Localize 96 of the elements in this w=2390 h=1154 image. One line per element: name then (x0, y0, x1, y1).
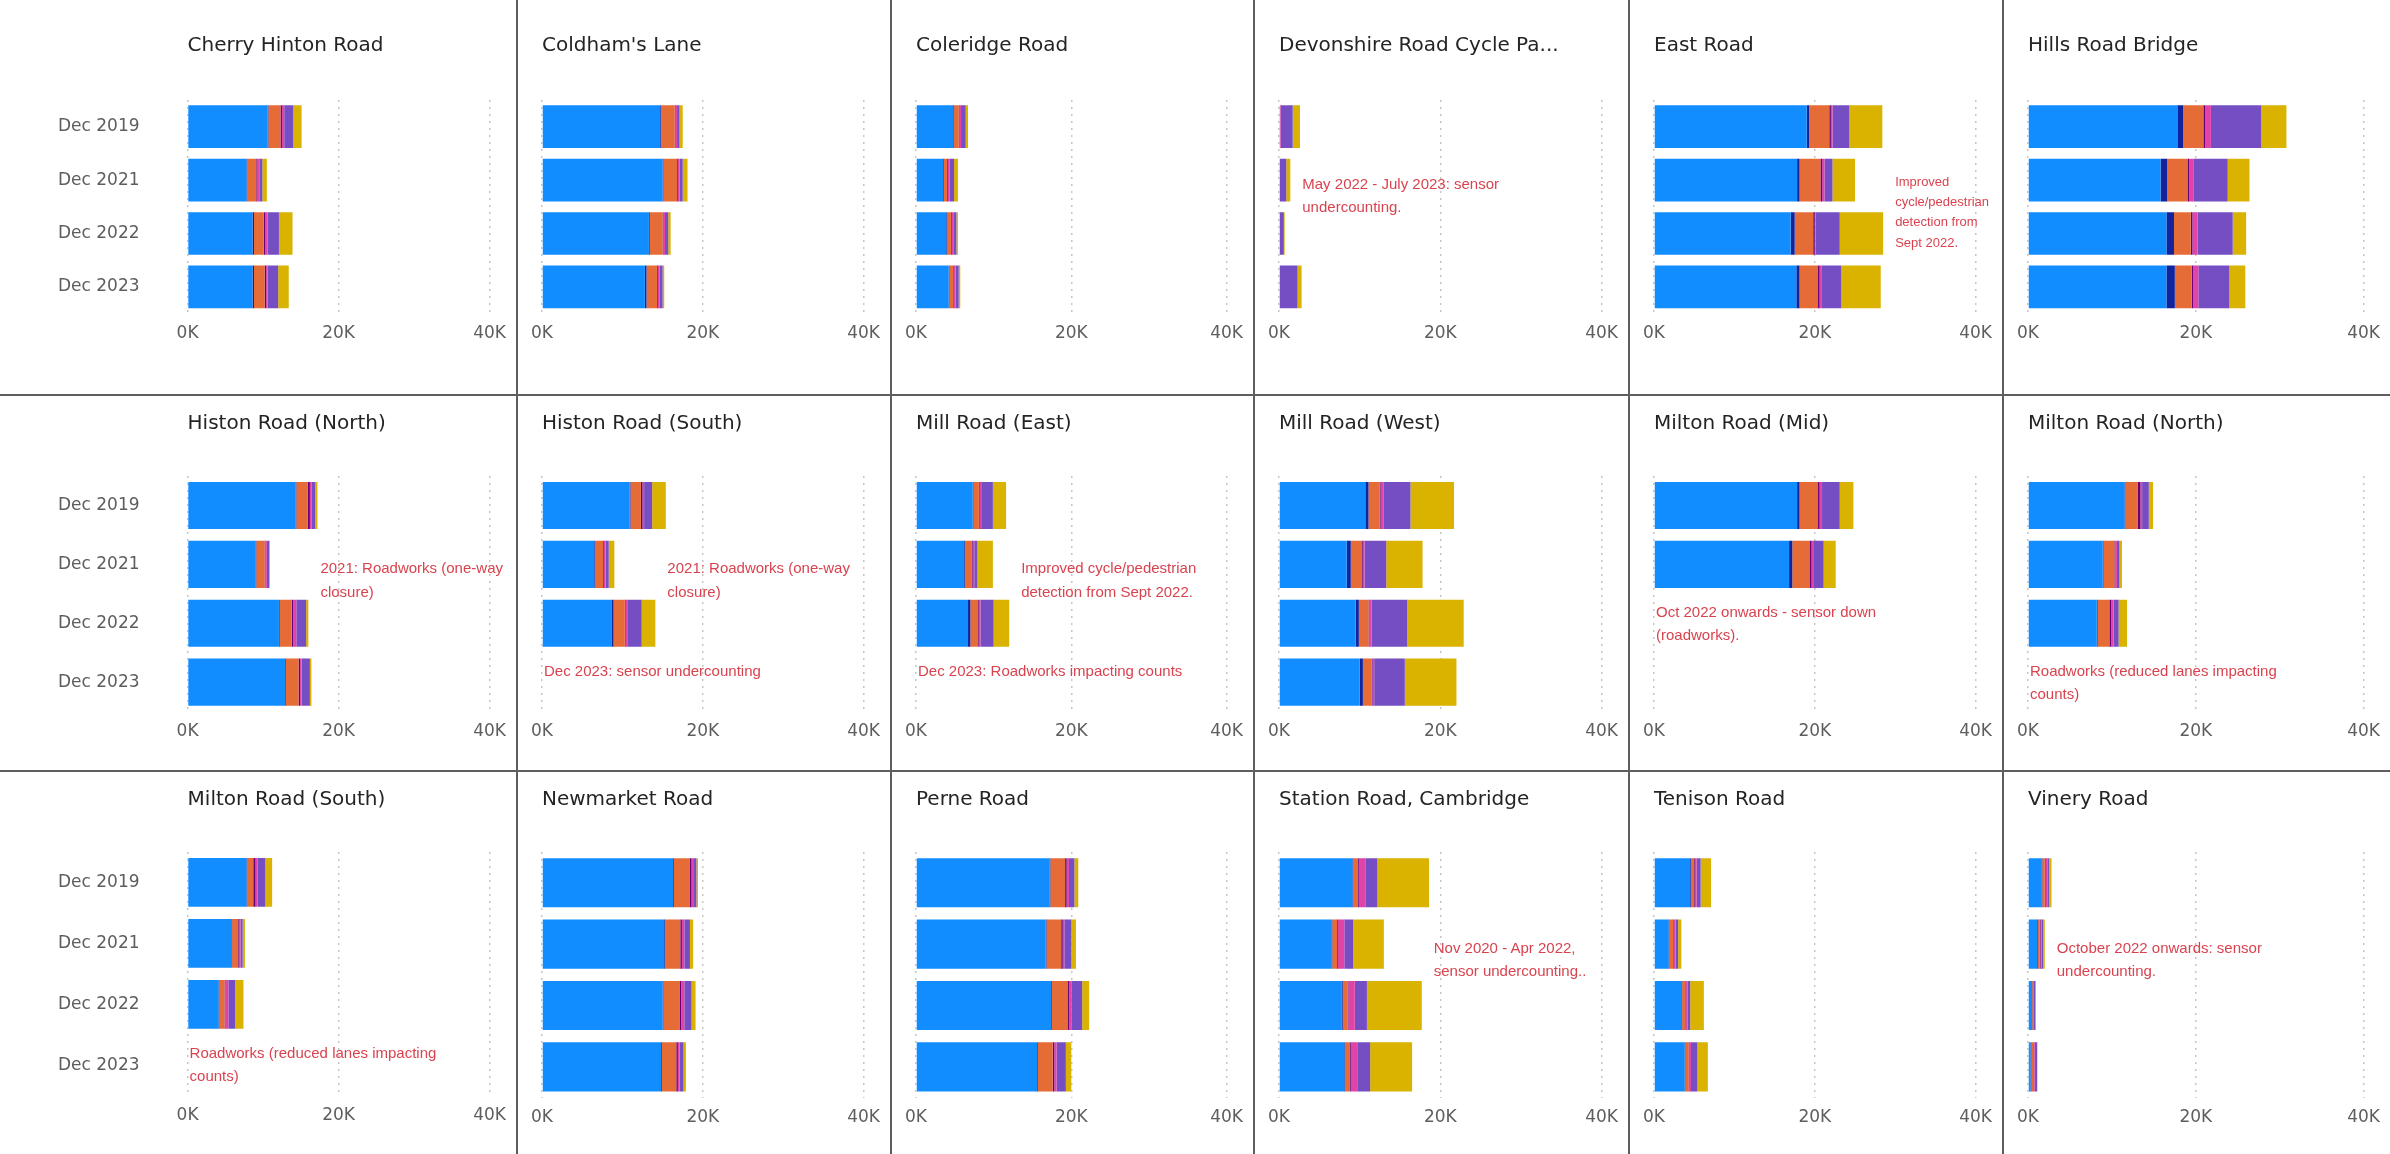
x-tick-label: 40K (1959, 322, 1993, 343)
x-tick-label: 0K (531, 322, 554, 343)
x-tick-label: 0K (176, 1104, 200, 1125)
annotation: Dec 2023: Roadworks impacting counts (918, 660, 1184, 681)
y-tick-label: Dec 2023 (57, 1053, 140, 1074)
x-tick-label: 0K (905, 322, 928, 343)
chart-title: Newmarket Road (542, 786, 714, 810)
x-tick-label: 20K (1054, 720, 1089, 741)
x-tick-label: 0K (1643, 1106, 1666, 1127)
chart-title: Devonshire Road Cycle Pa... (1279, 32, 1559, 56)
x-tick-label: 20K (322, 322, 356, 343)
y-tick-label: Dec 2022 (57, 221, 140, 242)
x-tick-label: 20K (1798, 322, 1833, 343)
chart-title: Milton Road (South) (187, 786, 386, 810)
x-tick-label: 40K (847, 720, 881, 741)
x-tick-label: 40K (473, 1104, 507, 1125)
x-tick-label: 20K (686, 1106, 721, 1127)
annotation: 2021: Roadworks (one-way closure) (667, 558, 851, 602)
x-tick-label: 20K (2179, 720, 2214, 741)
annotation: 2021: Roadworks (one-way closure) (320, 558, 504, 602)
chart-title: Cherry Hinton Road (187, 32, 384, 56)
x-tick-label: 0K (2017, 720, 2040, 741)
annotation: Oct 2022 onwards - sensor down (roadworks). (1656, 601, 1878, 645)
x-tick-label: 40K (2347, 720, 2381, 741)
y-tick-label: Dec 2021 (57, 931, 140, 952)
chart-title: Mill Road (West) (1279, 410, 1441, 434)
x-tick-label: 0K (1268, 322, 1291, 343)
x-tick-label: 40K (1585, 1106, 1619, 1127)
y-tick-label: Dec 2019 (57, 493, 140, 514)
y-tick-label: Dec 2022 (57, 611, 140, 632)
annotation: Improved cycle/pedestrian detection from Sept 2022. (1895, 173, 1991, 252)
x-tick-label: 20K (1798, 1106, 1833, 1127)
y-tick-label: Dec 2021 (57, 552, 140, 573)
x-tick-label: 40K (1210, 322, 1244, 343)
x-tick-label: 40K (473, 720, 507, 741)
x-tick-label: 0K (905, 1106, 928, 1127)
x-tick-label: 0K (176, 720, 200, 741)
x-tick-label: 0K (1268, 1106, 1291, 1127)
x-tick-label: 40K (2347, 322, 2381, 343)
x-tick-label: 20K (322, 1104, 356, 1125)
annotation: May 2022 - July 2023: sensor undercounting. (1302, 174, 1501, 218)
y-tick-label: Dec 2021 (57, 168, 140, 189)
x-tick-label: 0K (905, 720, 928, 741)
annotation: Roadworks (reduced lanes impacting counts) (2030, 660, 2278, 704)
x-tick-label: 20K (322, 720, 356, 741)
x-tick-label: 20K (1798, 720, 1833, 741)
chart-title: Vinery Road (2028, 786, 2149, 810)
chart-title: Mill Road (East) (916, 410, 1072, 434)
y-tick-label: Dec 2019 (57, 115, 140, 136)
chart-title: Perne Road (916, 786, 1030, 810)
x-tick-label: 20K (686, 720, 721, 741)
y-tick-label: Dec 2022 (57, 992, 140, 1013)
x-tick-label: 20K (1423, 1106, 1458, 1127)
x-tick-label: 40K (1959, 1106, 1993, 1127)
x-tick-label: 0K (531, 1106, 554, 1127)
x-tick-label: 0K (1268, 720, 1291, 741)
x-tick-label: 0K (531, 720, 554, 741)
x-tick-label: 0K (1643, 720, 1666, 741)
x-tick-label: 20K (686, 322, 721, 343)
chart-title: Station Road, Cambridge (1279, 786, 1530, 810)
x-tick-label: 20K (1054, 322, 1089, 343)
x-tick-label: 20K (1054, 1106, 1089, 1127)
x-tick-label: 40K (1585, 322, 1619, 343)
chart-title: Coldham's Lane (542, 32, 702, 56)
x-tick-label: 0K (176, 322, 200, 343)
x-tick-label: 20K (1423, 322, 1458, 343)
y-tick-label: Dec 2019 (57, 870, 140, 891)
x-tick-label: 40K (2347, 1106, 2381, 1127)
chart-title: Histon Road (South) (542, 410, 743, 434)
chart-title: Coleridge Road (916, 32, 1069, 56)
x-tick-label: 40K (1210, 720, 1244, 741)
annotation: Dec 2023: sensor undercounting (544, 660, 762, 681)
chart-title: Hills Road Bridge (2028, 32, 2199, 56)
y-tick-label: Dec 2023 (57, 670, 140, 691)
x-tick-label: 40K (1585, 720, 1619, 741)
annotation: Roadworks (reduced lanes impacting counts) (189, 1042, 438, 1087)
x-tick-label: 20K (1423, 720, 1458, 741)
chart-title: Histon Road (North) (187, 410, 386, 434)
x-tick-label: 40K (1210, 1106, 1244, 1127)
y-tick-label: Dec 2023 (57, 275, 140, 296)
x-tick-label: 40K (847, 1106, 881, 1127)
x-tick-label: 20K (2179, 322, 2214, 343)
x-tick-label: 40K (847, 322, 881, 343)
x-tick-label: 20K (2179, 1106, 2214, 1127)
x-tick-label: 0K (2017, 1106, 2040, 1127)
chart-title: Tenison Road (1654, 786, 1786, 810)
x-tick-label: 0K (1643, 322, 1666, 343)
x-tick-label: 0K (2017, 322, 2040, 343)
x-tick-label: 40K (473, 322, 507, 343)
x-tick-label: 40K (1959, 720, 1993, 741)
annotation: Nov 2020 - Apr 2022, sensor undercounting.. (1433, 938, 1588, 982)
annotation: Improved cycle/pedestrian detection from Sept 2022. (1021, 558, 1198, 602)
annotation: October 2022 onwards: sensor undercounting. (2056, 938, 2263, 982)
chart-title: Milton Road (Mid) (1654, 410, 1830, 434)
chart-title: East Road (1654, 32, 1754, 56)
chart-title: Milton Road (North) (2028, 410, 2224, 434)
